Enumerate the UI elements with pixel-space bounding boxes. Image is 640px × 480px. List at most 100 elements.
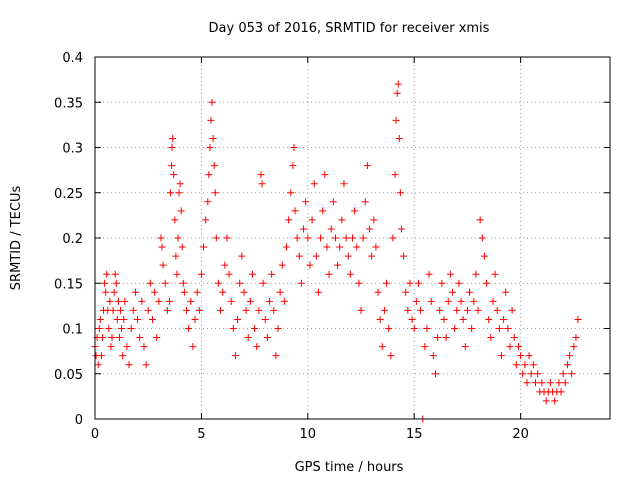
data-point [346, 270, 354, 278]
data-point [429, 352, 437, 360]
data-point [500, 315, 508, 323]
data-point [380, 306, 388, 314]
data-point [504, 325, 512, 332]
data-point [336, 243, 344, 251]
data-point [368, 252, 376, 260]
data-point [179, 279, 187, 287]
data-point [98, 334, 106, 342]
data-point [205, 171, 213, 179]
data-point [478, 234, 486, 242]
data-point [95, 325, 103, 332]
data-point [119, 352, 127, 360]
y-tick-label: 0.3 [62, 142, 83, 157]
data-point [165, 297, 173, 305]
data-point [193, 288, 201, 296]
data-point [527, 370, 535, 378]
data-point [209, 134, 217, 142]
data-point [97, 352, 105, 360]
data-point [189, 343, 197, 351]
data-point [185, 325, 193, 332]
data-point [451, 325, 459, 332]
data-point [359, 234, 367, 242]
data-point [246, 297, 254, 305]
data-point [491, 270, 499, 278]
data-point [438, 279, 446, 287]
data-point [136, 334, 144, 342]
x-tick-label: 0 [91, 427, 99, 442]
data-point [177, 207, 185, 215]
data-point [414, 279, 422, 287]
data-point [214, 279, 222, 287]
data-point [525, 352, 533, 360]
y-tick-label: 0.2 [62, 232, 83, 247]
data-point [308, 216, 316, 224]
data-point [470, 297, 478, 305]
data-point [440, 315, 448, 323]
data-point [302, 198, 310, 206]
data-point [291, 207, 299, 215]
data-point [512, 361, 520, 369]
data-point [293, 234, 301, 242]
data-point [229, 325, 237, 332]
y-tick-label: 0.4 [62, 51, 83, 66]
data-point [125, 361, 133, 369]
data-point [566, 352, 574, 360]
data-point [221, 261, 229, 269]
data-point [396, 189, 404, 197]
data-point [131, 288, 139, 296]
data-point [476, 216, 484, 224]
data-point [519, 370, 527, 378]
data-point [495, 325, 503, 332]
data-point [259, 279, 267, 287]
data-point [387, 352, 395, 360]
data-point [123, 343, 131, 351]
data-point [574, 315, 582, 323]
data-point [374, 288, 382, 296]
data-point [497, 352, 505, 360]
data-point [155, 297, 163, 305]
data-point [506, 343, 514, 351]
data-point [223, 234, 231, 242]
data-point [372, 243, 380, 251]
data-point [436, 306, 444, 314]
data-point [427, 297, 435, 305]
data-point [340, 180, 348, 188]
data-point [94, 361, 102, 369]
data-point [173, 270, 181, 278]
data-point [280, 297, 288, 305]
data-point [167, 189, 175, 197]
data-point [534, 370, 542, 378]
data-point [423, 325, 431, 332]
data-point [290, 144, 298, 151]
data-point [285, 216, 293, 224]
data-point [563, 361, 571, 369]
data-point [163, 306, 171, 314]
data-point [170, 171, 178, 179]
data-point [206, 144, 214, 151]
data-point [329, 198, 337, 206]
data-point [187, 297, 195, 305]
data-point [306, 261, 314, 269]
data-point [521, 361, 529, 369]
data-point [157, 234, 165, 242]
data-point [263, 334, 271, 342]
data-point [489, 297, 497, 305]
data-point [118, 325, 126, 332]
data-point [355, 279, 363, 287]
data-point [472, 270, 480, 278]
data-point [287, 189, 295, 197]
data-point [158, 243, 166, 251]
data-point [453, 306, 461, 314]
data-point [197, 270, 205, 278]
data-point [240, 288, 248, 296]
data-point [101, 279, 109, 287]
data-point [225, 270, 233, 278]
data-point [159, 261, 167, 269]
data-point [457, 297, 465, 305]
data-point [129, 306, 137, 314]
data-point [257, 171, 265, 179]
data-point [459, 315, 467, 323]
data-point [551, 397, 559, 405]
data-point [546, 379, 554, 387]
